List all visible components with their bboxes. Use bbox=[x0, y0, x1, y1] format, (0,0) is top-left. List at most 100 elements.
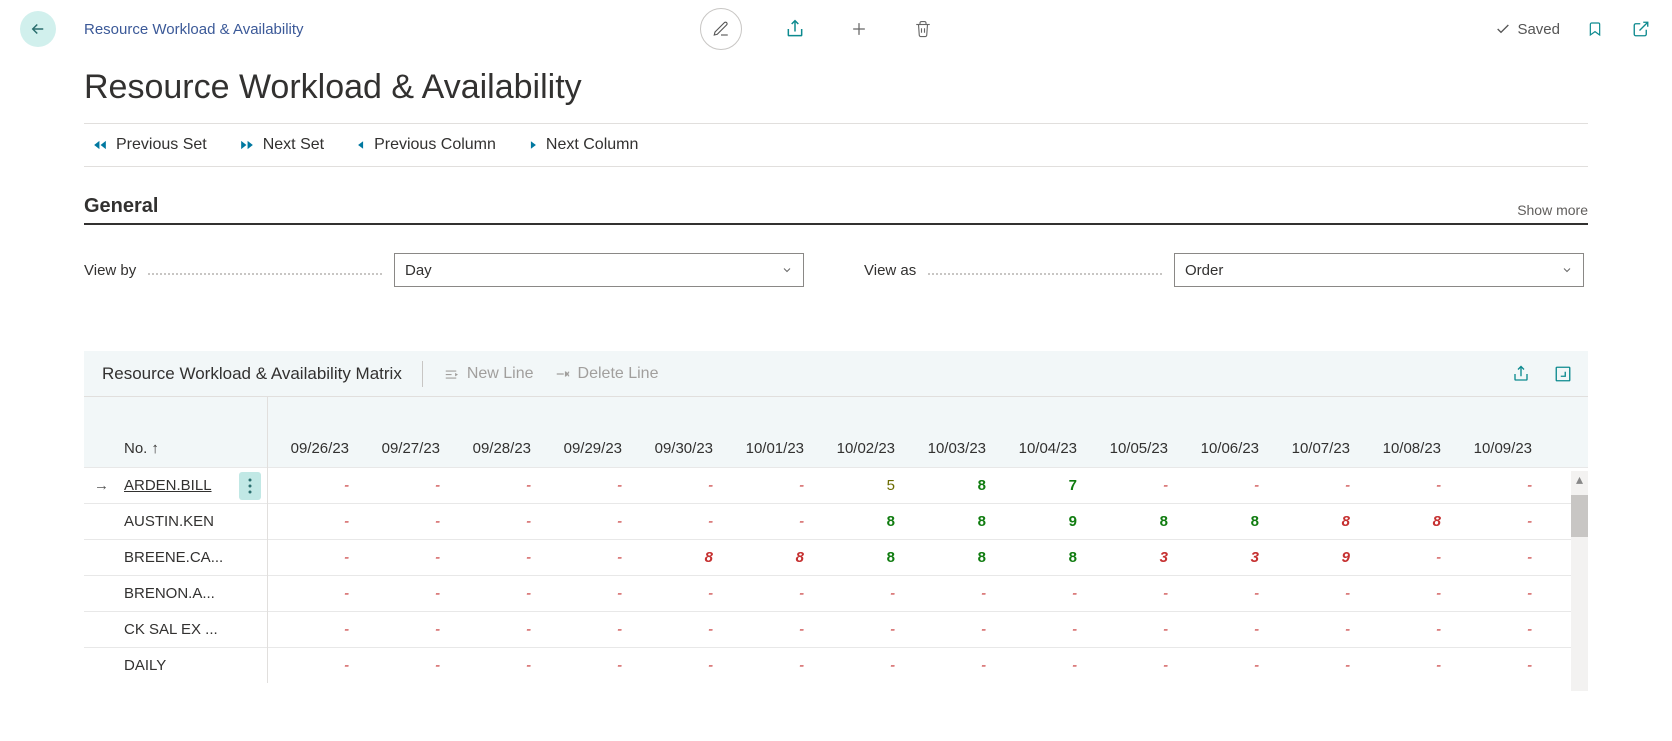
matrix-share-button[interactable] bbox=[1510, 363, 1532, 385]
share-button[interactable] bbox=[784, 18, 806, 40]
matrix-cell[interactable]: 8 bbox=[1087, 513, 1178, 530]
matrix-cell[interactable]: 8 bbox=[1360, 513, 1451, 530]
back-button[interactable] bbox=[20, 11, 56, 47]
column-header[interactable]: 10/05/23 bbox=[1087, 440, 1178, 457]
column-header[interactable]: 10/01/23 bbox=[723, 440, 814, 457]
matrix-cell[interactable]: - bbox=[723, 585, 814, 602]
matrix-cell[interactable]: 8 bbox=[1269, 513, 1360, 530]
matrix-expand-button[interactable] bbox=[1552, 363, 1574, 385]
column-header[interactable]: 10 bbox=[1542, 440, 1588, 457]
matrix-cell[interactable]: - bbox=[996, 585, 1087, 602]
matrix-cell[interactable]: - bbox=[268, 549, 359, 566]
matrix-cell[interactable]: 8 bbox=[814, 513, 905, 530]
column-header[interactable]: 10/08/23 bbox=[1360, 440, 1451, 457]
matrix-cell[interactable]: - bbox=[1178, 657, 1269, 674]
view-as-select[interactable]: Order bbox=[1174, 253, 1584, 287]
section-title[interactable]: General bbox=[84, 195, 158, 218]
matrix-cell[interactable]: - bbox=[723, 657, 814, 674]
matrix-cell[interactable]: - bbox=[1360, 477, 1451, 494]
view-by-select[interactable]: Day bbox=[394, 253, 804, 287]
scrollbar-thumb[interactable] bbox=[1571, 495, 1588, 537]
matrix-cell[interactable]: - bbox=[268, 657, 359, 674]
matrix-cell[interactable]: - bbox=[1087, 621, 1178, 638]
matrix-cell[interactable]: - bbox=[1451, 477, 1542, 494]
matrix-cell[interactable]: - bbox=[359, 549, 450, 566]
matrix-cell[interactable]: - bbox=[450, 513, 541, 530]
matrix-cell[interactable]: - bbox=[541, 513, 632, 530]
vertical-scrollbar[interactable]: ▴ bbox=[1571, 471, 1588, 691]
matrix-cell[interactable]: - bbox=[905, 585, 996, 602]
matrix-cell[interactable]: - bbox=[1451, 657, 1542, 674]
column-header[interactable]: 10/09/23 bbox=[1451, 440, 1542, 457]
matrix-cell[interactable]: - bbox=[1087, 477, 1178, 494]
next-set-button[interactable]: Next Set bbox=[239, 136, 324, 154]
matrix-cell[interactable]: 3 bbox=[1087, 549, 1178, 566]
matrix-cell[interactable]: 5 bbox=[814, 477, 905, 494]
matrix-cell[interactable]: - bbox=[1451, 621, 1542, 638]
bookmark-button[interactable] bbox=[1584, 18, 1606, 40]
matrix-cell[interactable]: - bbox=[1087, 657, 1178, 674]
matrix-cell[interactable]: - bbox=[1178, 621, 1269, 638]
matrix-cell[interactable]: - bbox=[723, 621, 814, 638]
table-row[interactable]: BRENON.A... bbox=[84, 575, 267, 611]
matrix-cell[interactable]: - bbox=[905, 657, 996, 674]
matrix-cell[interactable]: - bbox=[632, 477, 723, 494]
popout-button[interactable] bbox=[1630, 18, 1652, 40]
matrix-cell[interactable]: - bbox=[359, 585, 450, 602]
column-header[interactable]: 09/26/23 bbox=[268, 440, 359, 457]
matrix-cell[interactable]: - bbox=[1360, 621, 1451, 638]
matrix-cell[interactable]: 8 bbox=[723, 549, 814, 566]
delete-line-button[interactable]: Delete Line bbox=[554, 365, 659, 383]
matrix-cell[interactable]: - bbox=[359, 657, 450, 674]
matrix-cell[interactable]: - bbox=[450, 549, 541, 566]
matrix-cell[interactable]: - bbox=[1360, 549, 1451, 566]
matrix-cell[interactable]: - bbox=[450, 657, 541, 674]
matrix-cell[interactable]: 8 bbox=[905, 477, 996, 494]
matrix-cell[interactable]: - bbox=[541, 621, 632, 638]
matrix-cell[interactable]: 8 bbox=[1178, 513, 1269, 530]
matrix-cell[interactable]: - bbox=[814, 657, 905, 674]
column-header[interactable]: 09/28/23 bbox=[450, 440, 541, 457]
previous-set-button[interactable]: Previous Set bbox=[92, 136, 207, 154]
matrix-cell[interactable]: - bbox=[541, 657, 632, 674]
matrix-cell[interactable]: 7 bbox=[996, 477, 1087, 494]
table-row[interactable]: CK SAL EX ... bbox=[84, 611, 267, 647]
matrix-cell[interactable]: - bbox=[268, 513, 359, 530]
column-header[interactable]: 10/03/23 bbox=[905, 440, 996, 457]
matrix-cell[interactable]: - bbox=[814, 621, 905, 638]
matrix-cell[interactable]: - bbox=[450, 621, 541, 638]
matrix-cell[interactable]: - bbox=[450, 585, 541, 602]
matrix-cell[interactable]: - bbox=[268, 621, 359, 638]
matrix-cell[interactable]: - bbox=[1451, 585, 1542, 602]
new-line-button[interactable]: New Line bbox=[443, 365, 534, 383]
matrix-cell[interactable]: - bbox=[996, 621, 1087, 638]
matrix-cell[interactable]: - bbox=[359, 621, 450, 638]
matrix-cell[interactable]: - bbox=[1178, 477, 1269, 494]
table-row[interactable]: BREENE.CA... bbox=[84, 539, 267, 575]
matrix-cell[interactable]: - bbox=[1178, 585, 1269, 602]
next-column-button[interactable]: Next Column bbox=[528, 136, 638, 154]
column-header[interactable]: 10/07/23 bbox=[1269, 440, 1360, 457]
table-row[interactable]: AUSTIN.KEN bbox=[84, 503, 267, 539]
matrix-cell[interactable]: 8 bbox=[814, 549, 905, 566]
column-header[interactable]: 09/29/23 bbox=[541, 440, 632, 457]
matrix-cell[interactable]: - bbox=[541, 585, 632, 602]
matrix-cell[interactable]: - bbox=[268, 477, 359, 494]
matrix-cell[interactable]: - bbox=[632, 657, 723, 674]
matrix-cell[interactable]: - bbox=[1087, 585, 1178, 602]
matrix-cell[interactable]: - bbox=[1269, 477, 1360, 494]
matrix-cell[interactable]: 8 bbox=[632, 549, 723, 566]
matrix-cell[interactable]: 8 bbox=[996, 549, 1087, 566]
matrix-cell[interactable]: - bbox=[268, 585, 359, 602]
matrix-cell[interactable]: - bbox=[723, 477, 814, 494]
matrix-cell[interactable]: - bbox=[632, 513, 723, 530]
column-header[interactable]: 09/27/23 bbox=[359, 440, 450, 457]
column-header[interactable]: 09/30/23 bbox=[632, 440, 723, 457]
matrix-cell[interactable]: - bbox=[814, 585, 905, 602]
new-button[interactable] bbox=[848, 18, 870, 40]
show-more-button[interactable]: Show more bbox=[1517, 202, 1588, 218]
matrix-cell[interactable]: - bbox=[632, 585, 723, 602]
previous-column-button[interactable]: Previous Column bbox=[356, 136, 496, 154]
matrix-cell[interactable]: 9 bbox=[996, 513, 1087, 530]
column-header[interactable]: 10/06/23 bbox=[1178, 440, 1269, 457]
